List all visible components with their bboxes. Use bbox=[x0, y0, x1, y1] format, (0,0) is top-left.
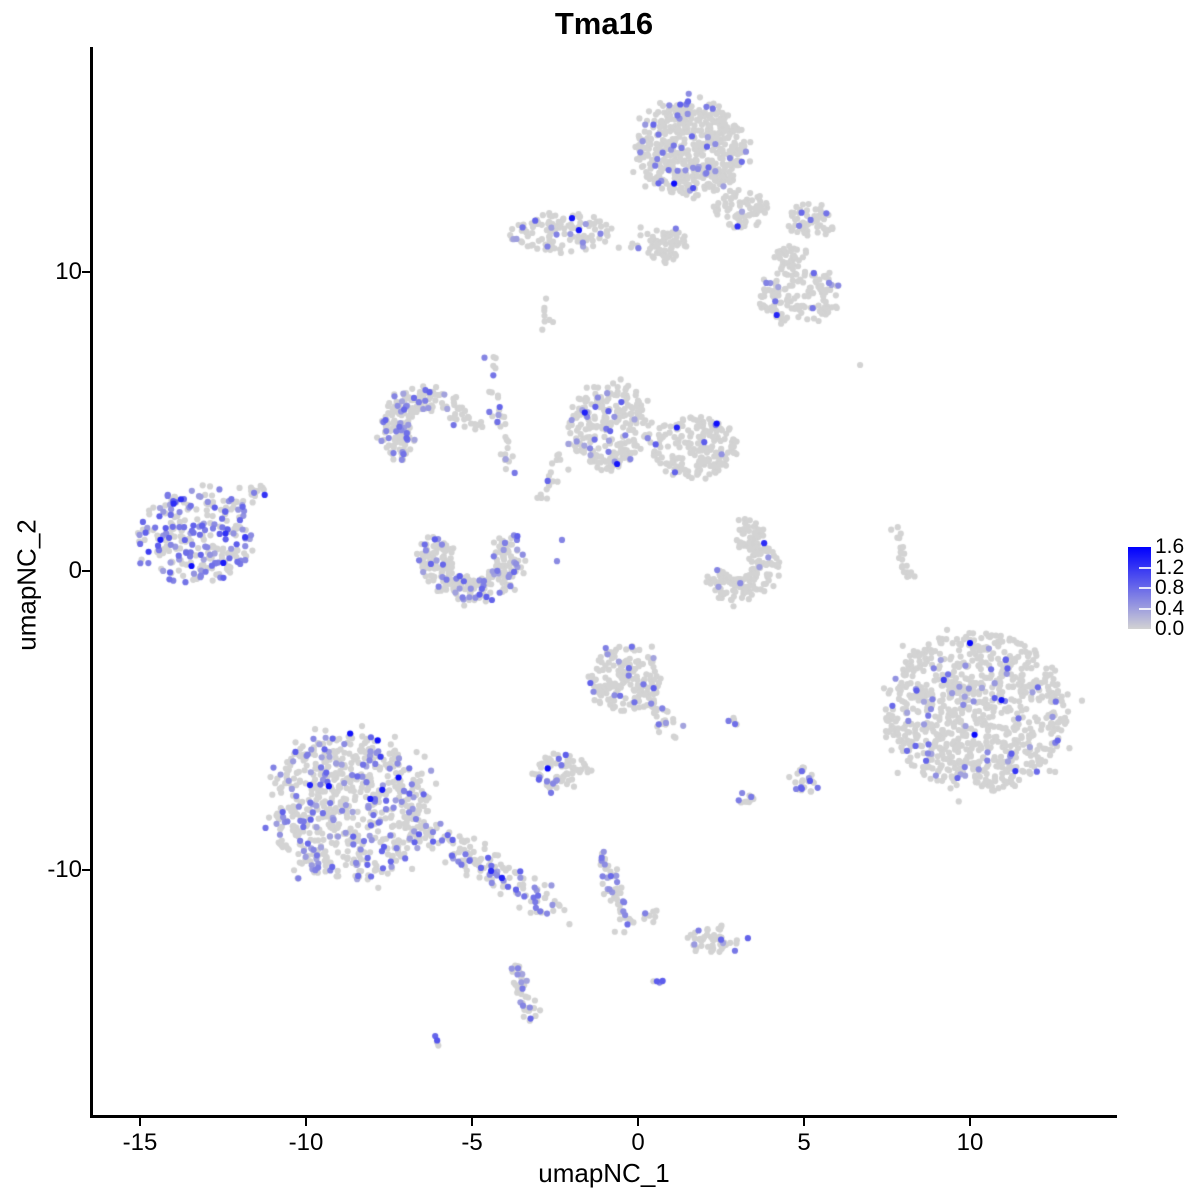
y-axis-line bbox=[90, 47, 93, 1117]
y-tick-mark bbox=[82, 569, 91, 573]
legend-tick-mark bbox=[1139, 587, 1151, 589]
y-axis-title: umapNC_2 bbox=[11, 519, 42, 651]
x-tick-mark bbox=[968, 1117, 972, 1126]
x-axis-title: umapNC_1 bbox=[538, 1158, 670, 1188]
y-tick-mark bbox=[82, 868, 91, 872]
y-tick-label: 0 bbox=[68, 557, 82, 584]
x-axis-line bbox=[90, 1115, 1117, 1118]
x-tick-mark bbox=[802, 1117, 806, 1126]
x-tick-mark bbox=[304, 1117, 308, 1126]
x-tick-mark bbox=[636, 1117, 640, 1126]
x-tick-label: -15 bbox=[122, 1129, 158, 1156]
x-tick-label: 0 bbox=[631, 1129, 645, 1156]
legend-tick-label: 0.0 bbox=[1155, 617, 1185, 640]
y-tick-mark bbox=[82, 270, 91, 274]
legend-tick-label: 0.4 bbox=[1155, 596, 1185, 620]
x-tick-label: -10 bbox=[288, 1129, 324, 1156]
x-tick-label: -5 bbox=[461, 1129, 483, 1156]
legend-tick-mark bbox=[1139, 607, 1151, 610]
x-tick-label: 10 bbox=[956, 1129, 984, 1156]
y-tick-label: 10 bbox=[55, 258, 82, 285]
x-tick-mark bbox=[470, 1117, 474, 1126]
legend-tick-label: 1.2 bbox=[1155, 555, 1185, 579]
x-tick-label: 5 bbox=[797, 1129, 811, 1156]
x-tick-mark bbox=[138, 1117, 142, 1126]
legend-tick-mark bbox=[1139, 566, 1151, 569]
legend-tick-label: 1.6 bbox=[1155, 535, 1185, 558]
legend-tick-label: 0.8 bbox=[1155, 576, 1185, 599]
y-tick-label: -10 bbox=[47, 856, 82, 883]
